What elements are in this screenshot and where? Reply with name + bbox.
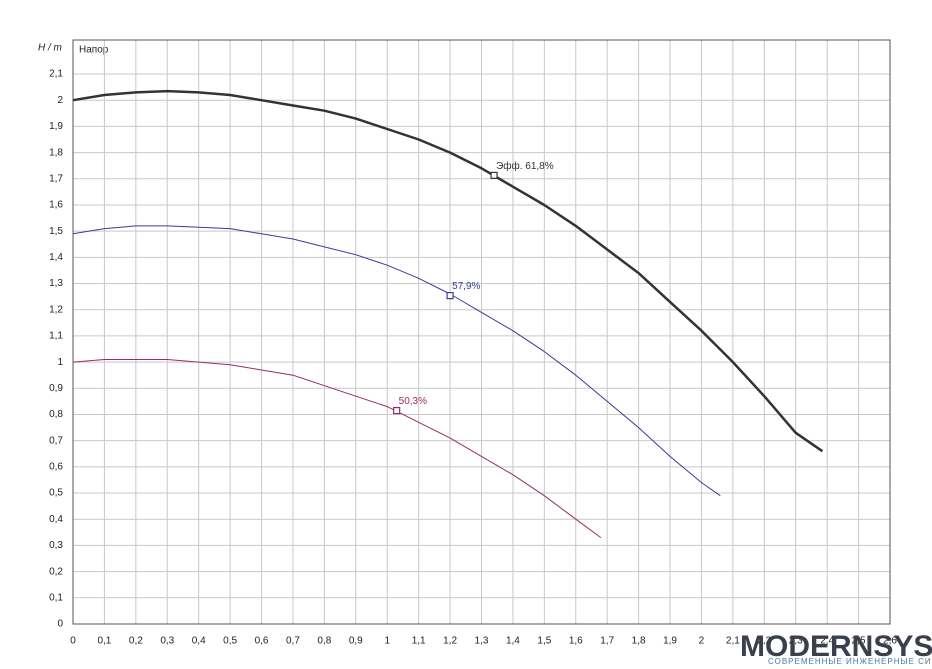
x-tick-label: 0,2 [129,636,143,647]
y-tick-label: 1,2 [49,304,63,315]
x-tick-label: 2,6 [883,636,897,647]
y-tick-label: 0,2 [49,566,63,577]
x-tick-label: 2,5 [852,636,866,647]
x-tick-label: 2,4 [820,636,834,647]
y-tick-label: 0,1 [49,592,63,603]
y-tick-label: 0,7 [49,435,63,446]
plot-frame [72,39,891,625]
x-tick-label: 0,8 [317,636,331,647]
x-tick-label: 1,3 [475,636,489,647]
x-tick-label: 1,9 [663,636,677,647]
y-axis-label: H / m [38,43,62,54]
x-tick-label: 1,6 [569,636,583,647]
point-label: 50,3% [399,396,427,407]
x-tick-label: 1,8 [632,636,646,647]
y-tick-label: 1,4 [49,252,63,263]
y-tick-label: 1 [57,357,63,368]
curve [72,359,602,539]
y-tick-label: 0,8 [49,409,63,420]
y-tick-label: 1,6 [49,200,63,211]
x-tick-label: 0,1 [97,636,111,647]
y-tick-label: 2,1 [49,69,63,80]
y-tick-label: 0,5 [49,488,63,499]
x-tick-label: 0,5 [223,636,237,647]
y-tick-label: 0,9 [49,383,63,394]
y-tick-label: 0,4 [49,514,63,525]
x-tick-label: 0 [70,636,76,647]
y-axis-caption: Напор [79,45,109,56]
y-tick-label: 0 [57,619,63,630]
point-label: 57,9% [452,281,480,292]
x-tick-label: 2 [699,636,705,647]
y-tick-label: 1,5 [49,226,63,237]
y-tick-label: 1,1 [49,331,63,342]
y-tick-label: 2 [57,95,63,106]
logo-tagline: СОВРЕМЕННЫЕ ИНЖЕНЕРНЫЕ СИСТЕМЫ [768,657,932,666]
x-tick-label: 2,1 [726,636,740,647]
y-tick-label: 1,7 [49,173,63,184]
x-tick-label: 1,4 [506,636,520,647]
y-tick-label: 1,9 [49,121,63,132]
x-tick-label: 2,3 [789,636,803,647]
x-tick-label: 1 [384,636,390,647]
operating-point [490,171,498,179]
operating-point [446,291,454,300]
curve [72,225,721,497]
y-tick-label: 1,3 [49,278,63,289]
x-tick-label: 0,3 [160,636,174,647]
x-tick-label: 1,7 [600,636,614,647]
curve [72,89,824,453]
y-tick-label: 0,6 [49,462,63,473]
x-tick-label: 1,2 [443,636,457,647]
x-tick-label: 0,9 [349,636,363,647]
y-tick-label: 1,8 [49,147,63,158]
logo-name: MODERNSYS [740,630,932,663]
watermark: MODERNSYS СОВРЕМЕННЫЕ ИНЖЕНЕРНЫЕ СИСТЕМЫ [740,630,932,666]
point-label: Эфф. 61,8% [496,160,554,172]
operating-point [393,406,401,415]
x-tick-label: 1,5 [537,636,551,647]
x-tick-label: 2,2 [757,636,771,647]
x-tick-label: 0,4 [192,636,206,647]
x-tick-label: 0,6 [255,636,269,647]
x-tick-label: 0,7 [286,636,300,647]
x-tick-label: 1,1 [412,636,426,647]
y-tick-label: 0,3 [49,540,63,551]
